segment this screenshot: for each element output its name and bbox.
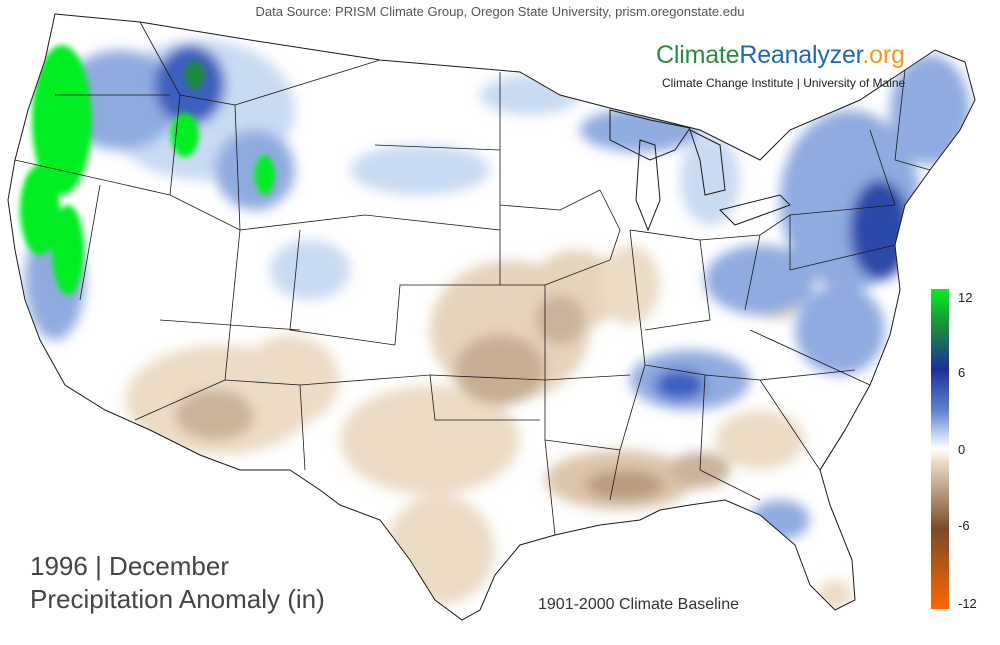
extreme-wet-regions: [20, 45, 275, 295]
data-source-text: Data Source: PRISM Climate Group, Oregon…: [255, 4, 745, 19]
lake-michigan: [635, 139, 661, 232]
map-title-line1: 1996 | December: [30, 551, 229, 581]
wet-anomaly-regions: [25, 40, 970, 540]
legend-tick-6: 6: [958, 365, 966, 380]
us-outline: [7, 13, 976, 621]
legend-tick-0: 0: [958, 442, 966, 457]
legend-color-bar: [931, 289, 949, 609]
brand-name-part1: Climate: [656, 41, 740, 69]
legend-tick-neg6: -6: [958, 518, 970, 533]
brand-name-part3: .org: [862, 41, 905, 69]
map-title: 1996 | December Precipitation Anomaly (i…: [30, 550, 325, 616]
baseline-label: 1901-2000 Climate Baseline: [538, 596, 740, 613]
lake-huron: [689, 129, 726, 196]
lake-erie: [719, 194, 791, 226]
legend-tick-12: 12: [958, 290, 973, 305]
boundaries: [7, 13, 976, 621]
great-lakes: [609, 109, 691, 161]
brand-subtitle: Climate Change Institute | University of…: [662, 76, 906, 90]
brand-name-part2: Reanalyzer: [739, 41, 863, 69]
legend-tick-neg12: -12: [958, 596, 977, 611]
map-title-line2: Precipitation Anomaly (in): [30, 584, 325, 614]
brand-logo[interactable]: ClimateReanalyzer.org: [656, 41, 905, 70]
dry-anomaly-regions: [125, 245, 853, 610]
state-borders: [14, 21, 931, 536]
